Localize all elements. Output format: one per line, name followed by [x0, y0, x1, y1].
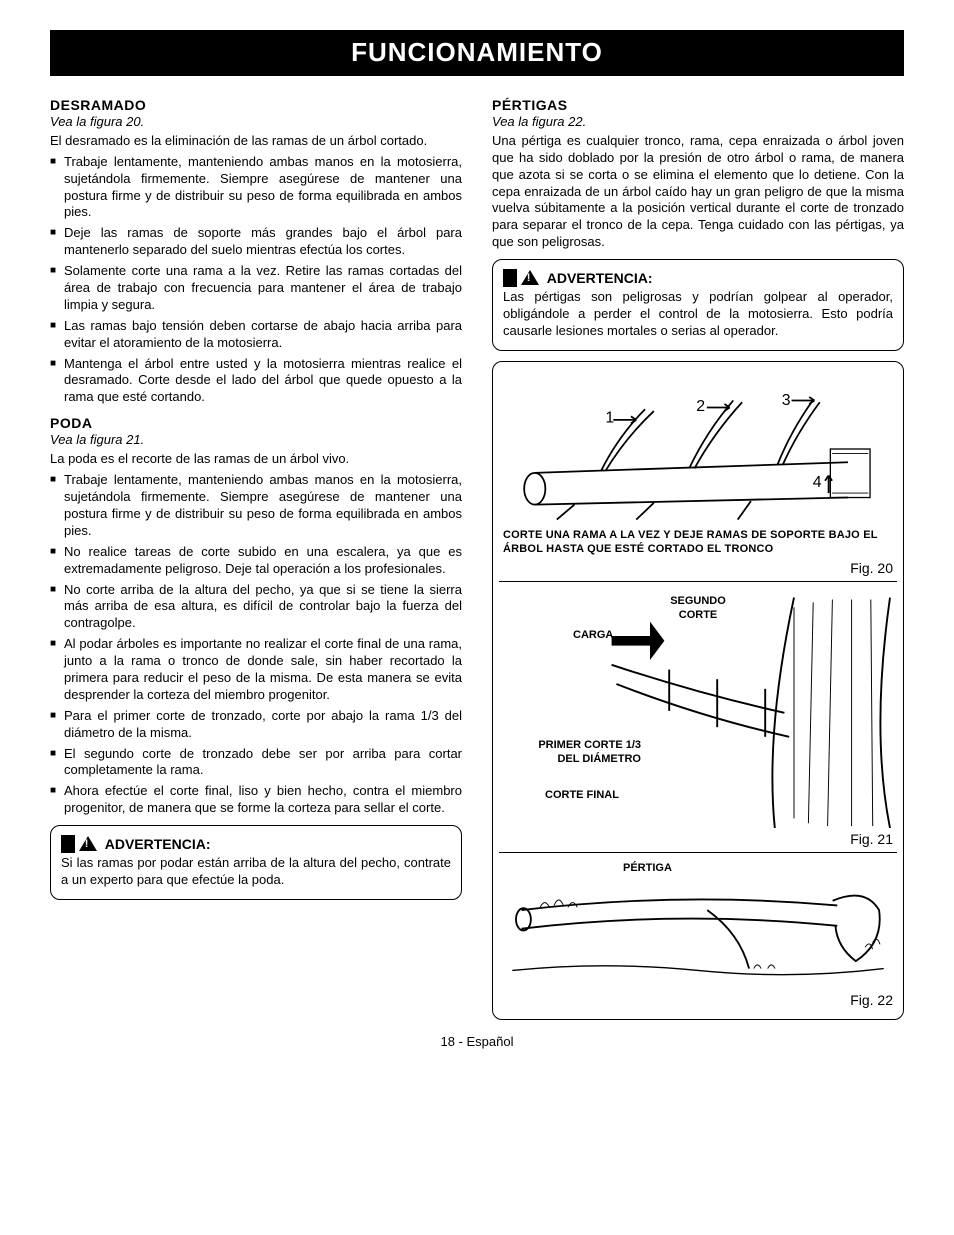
- list-item: No realice tareas de corte subido en una…: [50, 544, 462, 578]
- list-item: Mantenga el árbol entre usted y la motos…: [50, 356, 462, 407]
- warning-body: Si las ramas por podar están arriba de l…: [61, 855, 451, 889]
- poda-heading: PODA: [50, 414, 462, 432]
- figures-box: 1 2 3 4 CORTE UNA RAMA A LA VEZ Y DEJE R…: [492, 361, 904, 1020]
- list-item: El segundo corte de tronzado debe ser po…: [50, 746, 462, 780]
- left-column: DESRAMADO Vea la figura 20. El desramado…: [50, 90, 462, 1020]
- warning-triangle-icon: [521, 270, 539, 285]
- warning-heading: ADVERTENCIA:: [503, 268, 893, 287]
- pertigas-intro: Una pértiga es cualquier tronco, rama, c…: [492, 133, 904, 251]
- list-item: Trabaje lentamente, manteniendo ambas ma…: [50, 472, 462, 540]
- fig21-carga-label: CARGA: [573, 628, 613, 642]
- poda-intro: La poda es el recorte de las ramas de un…: [50, 451, 462, 468]
- figure-21-label: Fig. 21: [503, 830, 893, 848]
- desramado-intro: El desramado es la eliminación de las ra…: [50, 133, 462, 150]
- warning-body: Las pértigas son peligrosas y podrían go…: [503, 289, 893, 340]
- page-title-bar: FUNCIONAMIENTO: [50, 30, 904, 76]
- list-item: Trabaje lentamente, manteniendo ambas ma…: [50, 154, 462, 222]
- figure-22-illustration: [503, 859, 893, 989]
- pertigas-figref: Vea la figura 22.: [492, 114, 904, 131]
- fig20-num1: 1: [605, 409, 614, 426]
- desramado-heading: DESRAMADO: [50, 96, 462, 114]
- fig20-num4: 4: [813, 474, 822, 491]
- figure-20-label: Fig. 20: [503, 559, 893, 577]
- list-item: No corte arriba de la altura del pecho, …: [50, 582, 462, 633]
- list-item: Ahora efectúe el corte final, liso y bie…: [50, 783, 462, 817]
- pertigas-heading: PÉRTIGAS: [492, 96, 904, 114]
- fig21-primer-label: PRIMER CORTE 1/3 DEL DIÁMETRO: [531, 738, 641, 767]
- figure-21-panel: CARGA SEGUNDO CORTE PRIMER CORTE 1/3 DEL…: [499, 582, 897, 853]
- list-item: Solamente corte una rama a la vez. Retir…: [50, 263, 462, 314]
- figure-22-label: Fig. 22: [503, 991, 893, 1009]
- warning-triangle-icon: [79, 836, 97, 851]
- warning-heading-text: ADVERTENCIA:: [105, 836, 211, 852]
- warning-heading-text: ADVERTENCIA:: [547, 270, 653, 286]
- fig21-segundo-label: SEGUNDO CORTE: [658, 594, 738, 623]
- fig20-num3: 3: [782, 392, 791, 409]
- list-item: Al podar árboles es importante no realiz…: [50, 636, 462, 704]
- right-column: PÉRTIGAS Vea la figura 22. Una pértiga e…: [492, 90, 904, 1020]
- list-item: Deje las ramas de soporte más grandes ba…: [50, 225, 462, 259]
- figure-22-panel: PÉRTIGA Fig. 22: [499, 853, 897, 1013]
- fig22-pertiga-label: PÉRTIGA: [623, 861, 672, 875]
- warning-heading: ADVERTENCIA:: [61, 834, 451, 853]
- figure-20-illustration: 1 2 3 4: [503, 374, 893, 524]
- poda-figref: Vea la figura 21.: [50, 432, 462, 449]
- figure-20-caption: CORTE UNA RAMA A LA VEZ Y DEJE RAMAS DE …: [503, 528, 893, 557]
- desramado-figref: Vea la figura 20.: [50, 114, 462, 131]
- left-warning-box: ADVERTENCIA: Si las ramas por podar está…: [50, 825, 462, 900]
- desramado-list: Trabaje lentamente, manteniendo ambas ma…: [50, 154, 462, 406]
- fig21-final-label: CORTE FINAL: [545, 788, 619, 802]
- fig20-num2: 2: [696, 398, 705, 415]
- right-warning-box: ADVERTENCIA: Las pértigas son peligrosas…: [492, 259, 904, 351]
- poda-list: Trabaje lentamente, manteniendo ambas ma…: [50, 472, 462, 817]
- page-footer: 18 - Español: [50, 1034, 904, 1051]
- list-item: Para el primer corte de tronzado, corte …: [50, 708, 462, 742]
- list-item: Las ramas bajo tensión deben cortarse de…: [50, 318, 462, 352]
- content-columns: DESRAMADO Vea la figura 20. El desramado…: [50, 90, 904, 1020]
- figure-20-panel: 1 2 3 4 CORTE UNA RAMA A LA VEZ Y DEJE R…: [499, 368, 897, 582]
